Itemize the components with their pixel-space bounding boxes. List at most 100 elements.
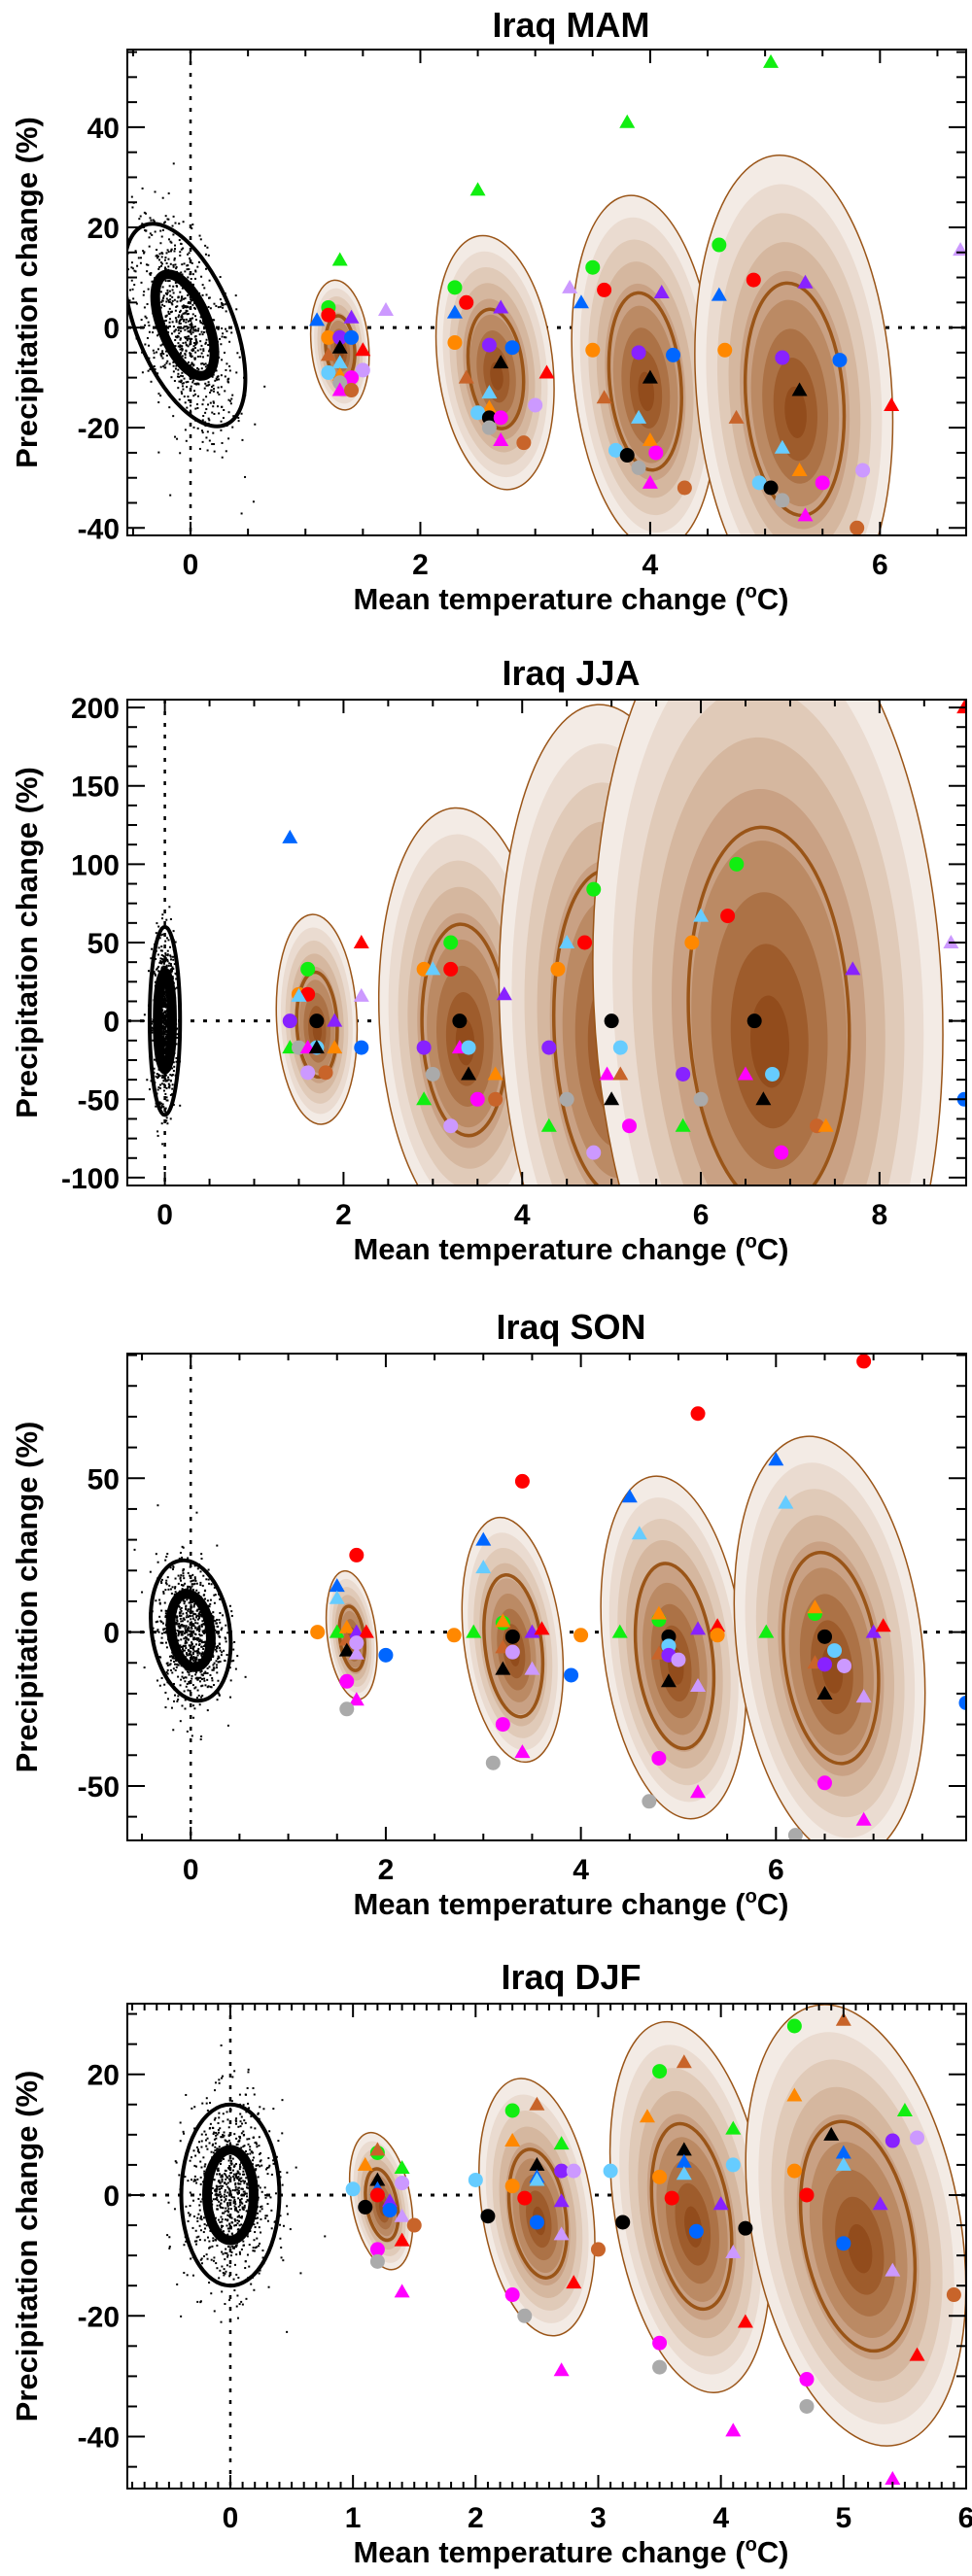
cloud-point [191,1652,194,1655]
cloud-point [179,1720,182,1723]
cloud-point [215,1650,218,1653]
cloud-point [130,266,133,269]
cloud-point [193,1602,196,1605]
cloud-point [258,2272,260,2275]
cloud-point [196,366,199,369]
cloud-point [194,338,197,341]
cloud-point [174,941,177,944]
natural-variability-cloud [127,162,266,515]
cloud-point [180,1574,183,1577]
cloud-point [169,1074,172,1077]
cloud-point [196,395,199,397]
cloud-point [201,2102,204,2105]
cloud-point [182,297,185,300]
cloud-point [196,1567,199,1570]
cloud-point [256,2237,259,2240]
cloud-point [242,2104,245,2107]
cloud-point [238,2201,241,2204]
y-axis-label: Precipitation change (%) [10,2071,44,2422]
model-point-circle-blue [529,2215,544,2230]
cloud-point [173,298,176,301]
cloud-point [199,340,202,343]
variability-contour [202,2145,259,2246]
cloud-point [221,2290,224,2293]
cloud-point [166,1122,169,1125]
cloud-point [180,242,183,245]
cloud-point [219,1621,222,1624]
cloud-point [237,2171,240,2174]
cloud-point [171,1083,174,1086]
cloud-point [183,377,186,380]
cloud-point [165,354,168,357]
cloud-point [163,1683,166,1686]
cloud-point [213,2179,216,2181]
cloud-point [191,1641,193,1644]
model-point-circle-black [816,1629,832,1644]
cloud-point [194,1677,197,1680]
model-point-circle-green [504,2103,520,2118]
cloud-point [189,343,191,346]
cloud-point [241,2202,244,2205]
cloud-point [204,2163,207,2166]
cloud-point [217,327,220,330]
cloud-point [200,1654,203,1657]
cloud-point [188,337,191,340]
cloud-point [263,2186,266,2189]
cloud-point [134,270,137,273]
cloud-point [233,1640,236,1643]
cloud-point [182,326,185,329]
cloud-point [191,1606,193,1609]
cloud-point [169,1588,172,1591]
cloud-point [250,2115,253,2118]
cloud-point [189,1630,191,1632]
cloud-point [155,932,157,935]
cloud-point [148,324,151,326]
model-point-circle-gray [339,1701,355,1717]
cloud-point [157,970,160,973]
cloud-point [185,1626,188,1629]
cloud-point [260,2190,263,2193]
cloud-point [157,267,160,270]
cloud-point [166,1099,169,1102]
cloud-point [190,1608,192,1611]
cloud-point [231,2245,234,2248]
cloud-point [221,301,224,304]
cloud-point [175,978,178,980]
cloud-point [168,2236,171,2239]
cloud-point [209,307,212,310]
model-point-circle-gray [693,1091,709,1107]
cloud-point [153,1058,156,1061]
cloud-point [169,1659,172,1662]
cloud-point [217,375,220,378]
cloud-point [163,1019,166,1022]
cloud-point [212,443,215,446]
cloud-point [190,278,192,281]
cloud-point [184,352,187,355]
projection-ellipse [592,700,944,1185]
cloud-point [198,2204,201,2207]
cloud-point [187,2212,190,2215]
cloud-point [191,324,193,326]
x-tick-label: 0 [156,1199,173,1231]
cloud-point [161,297,164,300]
cloud-point [216,1647,219,1650]
cloud-point [267,2156,270,2159]
cloud-point [218,2078,221,2081]
cloud-point [180,1624,183,1627]
cloud-point [174,1587,177,1590]
model-point-circle-black [452,1013,468,1029]
model-point-circle-lightblue [765,1066,781,1082]
projection-ellipse [608,2020,772,2394]
cloud-point [206,1671,209,1674]
cloud-point [205,2102,208,2105]
cloud-point [177,1630,180,1632]
cloud-point [218,1643,221,1646]
cloud-point [239,2182,242,2185]
cloud-point [227,2134,230,2137]
y-tick-label: 200 [71,693,120,725]
cloud-point [175,1616,178,1619]
model-point-triangle-magenta [331,382,348,396]
cloud-point [156,249,158,252]
cloud-point [214,2116,217,2119]
cloud-point [235,2177,238,2180]
